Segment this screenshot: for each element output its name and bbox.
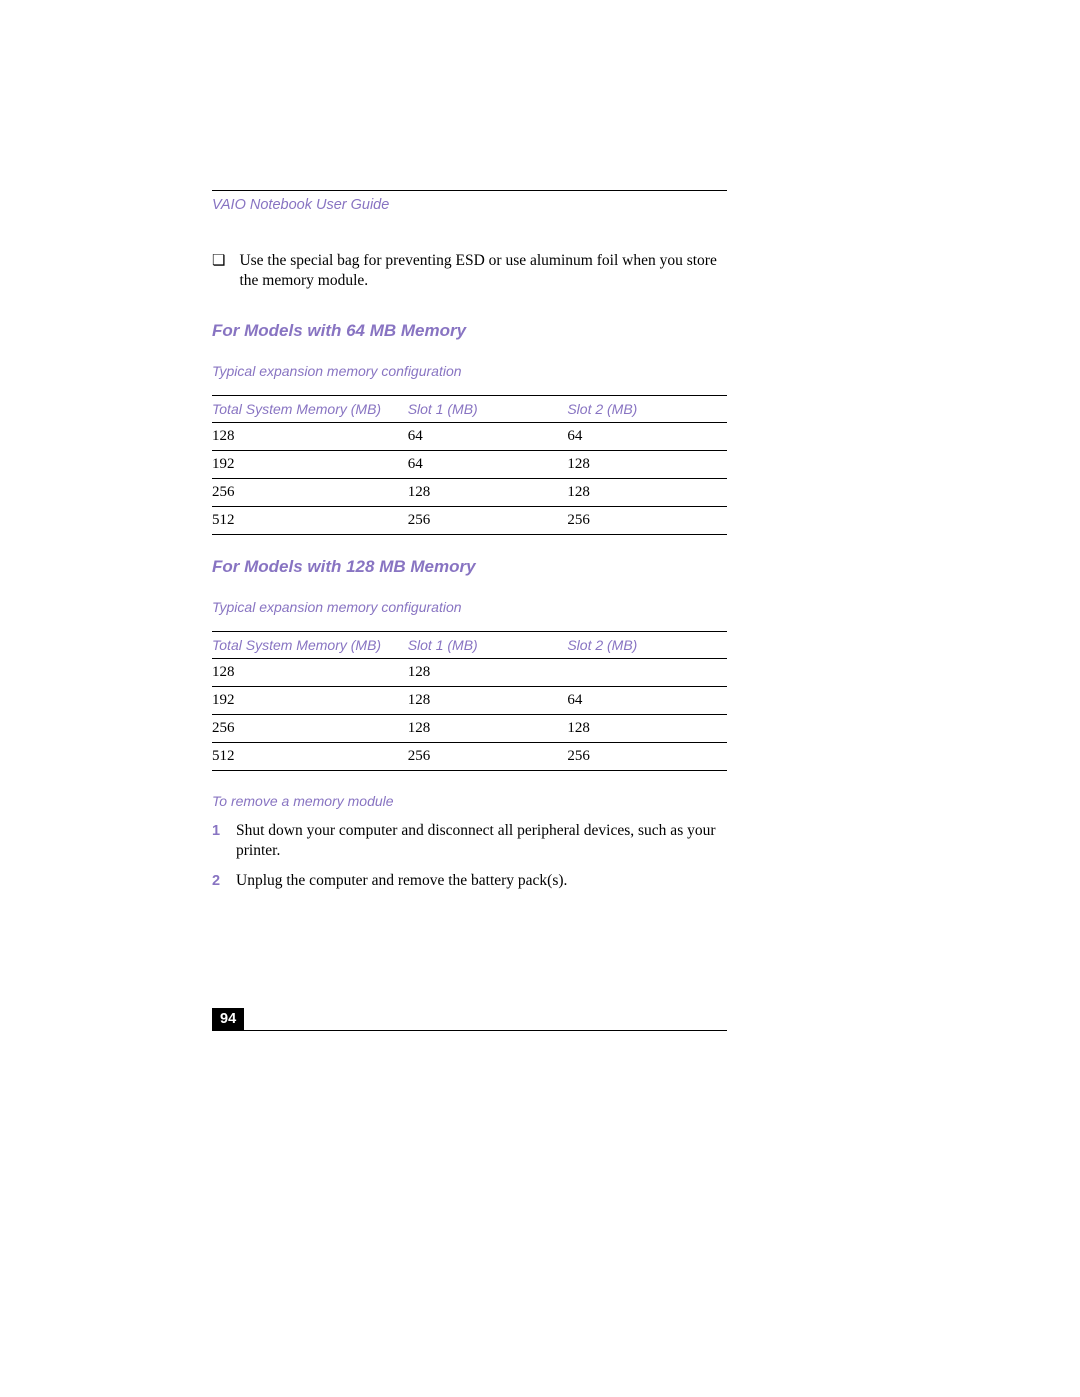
- header-rule: [212, 190, 727, 191]
- table-row: 512 256 256: [212, 507, 727, 535]
- col-slot1: Slot 1 (MB): [408, 632, 568, 659]
- table-row: 192 128 64: [212, 687, 727, 715]
- page-content: VAIO Notebook User Guide ❏ Use the speci…: [212, 190, 727, 901]
- cell: 64: [408, 451, 568, 479]
- table-row: 128 64 64: [212, 423, 727, 451]
- bullet-icon: ❏: [212, 251, 225, 271]
- cell: 256: [567, 743, 727, 771]
- col-slot2: Slot 2 (MB): [567, 632, 727, 659]
- table-row: 512 256 256: [212, 743, 727, 771]
- page-footer: 94: [212, 1008, 727, 1031]
- table-header-row: Total System Memory (MB) Slot 1 (MB) Slo…: [212, 632, 727, 659]
- cell: 64: [567, 423, 727, 451]
- cell: 128: [567, 715, 727, 743]
- cell: 256: [408, 743, 568, 771]
- cell: 128: [212, 659, 408, 687]
- memory-table-64mb: Total System Memory (MB) Slot 1 (MB) Slo…: [212, 395, 727, 535]
- cell: 128: [408, 479, 568, 507]
- cell: 512: [212, 743, 408, 771]
- step-number: 2: [212, 871, 236, 891]
- step-number: 1: [212, 821, 236, 841]
- bullet-text: Use the special bag for preventing ESD o…: [239, 251, 727, 291]
- cell: 256: [408, 507, 568, 535]
- cell: 128: [212, 423, 408, 451]
- col-total: Total System Memory (MB): [212, 632, 408, 659]
- cell: 256: [212, 715, 408, 743]
- cell: 128: [567, 451, 727, 479]
- table-row: 192 64 128: [212, 451, 727, 479]
- section-heading-128mb: For Models with 128 MB Memory: [212, 557, 727, 577]
- cell: 256: [567, 507, 727, 535]
- cell: [567, 659, 727, 687]
- step-text: Shut down your computer and disconnect a…: [236, 821, 727, 861]
- memory-table-128mb: Total System Memory (MB) Slot 1 (MB) Slo…: [212, 631, 727, 771]
- cell: 192: [212, 687, 408, 715]
- step-item: 1 Shut down your computer and disconnect…: [212, 821, 727, 861]
- step-text: Unplug the computer and remove the batte…: [236, 871, 567, 891]
- table-row: 128 128: [212, 659, 727, 687]
- footer-rule: [212, 1030, 727, 1031]
- col-slot2: Slot 2 (MB): [567, 396, 727, 423]
- remove-module-heading: To remove a memory module: [212, 793, 727, 809]
- cell: 64: [567, 687, 727, 715]
- table-caption-1: Typical expansion memory configuration: [212, 363, 727, 379]
- section-heading-64mb: For Models with 64 MB Memory: [212, 321, 727, 341]
- doc-title: VAIO Notebook User Guide: [212, 197, 727, 213]
- table-row: 256 128 128: [212, 715, 727, 743]
- cell: 128: [408, 715, 568, 743]
- col-total: Total System Memory (MB): [212, 396, 408, 423]
- cell: 256: [212, 479, 408, 507]
- table-row: 256 128 128: [212, 479, 727, 507]
- cell: 128: [408, 659, 568, 687]
- col-slot1: Slot 1 (MB): [408, 396, 568, 423]
- table-caption-2: Typical expansion memory configuration: [212, 599, 727, 615]
- cell: 128: [567, 479, 727, 507]
- step-item: 2 Unplug the computer and remove the bat…: [212, 871, 727, 891]
- cell: 192: [212, 451, 408, 479]
- cell: 64: [408, 423, 568, 451]
- page-number: 94: [212, 1008, 244, 1030]
- table-header-row: Total System Memory (MB) Slot 1 (MB) Slo…: [212, 396, 727, 423]
- cell: 512: [212, 507, 408, 535]
- cell: 128: [408, 687, 568, 715]
- bullet-item: ❏ Use the special bag for preventing ESD…: [212, 251, 727, 291]
